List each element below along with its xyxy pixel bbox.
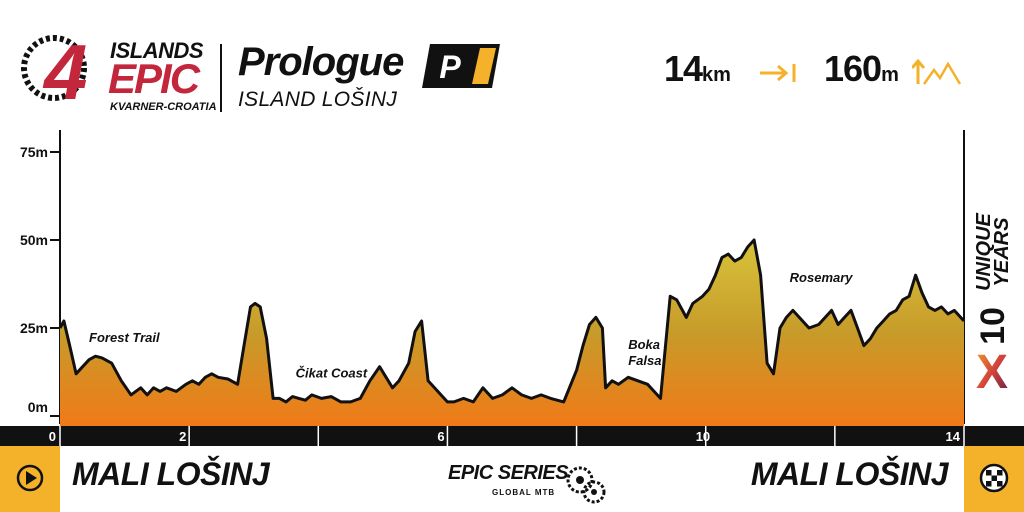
x-tick-label: 14 — [946, 429, 961, 444]
unique-text: UNIQUE — [973, 212, 995, 290]
ten-number: 10 — [974, 307, 1012, 345]
epic-series-title: EPIC SERIES — [448, 462, 569, 484]
section-label: Čikat Coast — [296, 365, 368, 380]
epic-series-logo: EPIC SERIES GLOBAL MTB — [448, 462, 608, 506]
y-tick-label: 75m — [20, 144, 48, 160]
y-tick-label: 25m — [20, 320, 48, 336]
section-label: Boka — [628, 337, 660, 352]
elevation-line — [58, 238, 966, 404]
section-label: Rosemary — [790, 270, 854, 285]
logo-islands-text: ISLANDS — [110, 38, 204, 63]
distance-bar — [0, 426, 1024, 446]
distance-stat: 14km — [664, 50, 731, 94]
stage-badge: P — [422, 44, 500, 88]
distance-value: 14 — [664, 48, 703, 89]
climb-unit: m — [881, 64, 899, 86]
distance-arrow-icon — [760, 64, 796, 82]
epic-series-subtitle: GLOBAL MTB — [492, 488, 556, 497]
islands-epic-logo: 4 ISLANDS EPIC KVARNER-CROATIA — [18, 28, 218, 118]
elevation-area — [60, 240, 964, 426]
play-icon — [16, 464, 44, 492]
y-tick-label: 50m — [20, 232, 48, 248]
elevation-chart: 0m 25m 50m 75m Forest Trail Čikat Coast BokaF… — [0, 130, 1024, 512]
stage-subtitle: ISLAND LOŠINJ — [238, 88, 398, 111]
x-tick-label: 6 — [437, 429, 444, 444]
x-mark-icon: X — [976, 346, 1008, 396]
climb-value: 160 — [824, 48, 882, 89]
logo-number: 4 — [44, 28, 88, 116]
logo-subtitle: KVARNER-CROATIA — [110, 101, 217, 113]
stage-badge-letter: P — [439, 49, 461, 85]
x-tick-label: 0 — [49, 429, 56, 444]
y-axis: 0m 25m 50m 75m — [20, 144, 60, 417]
logo-gear-icon — [21, 35, 87, 101]
header-divider — [220, 44, 222, 112]
bike-gear-icon — [566, 466, 606, 504]
checkered-flag-icon — [979, 463, 1009, 493]
logo-epic-text: EPIC — [108, 55, 200, 102]
x-axis: 0 2 6 10 14 — [49, 426, 965, 446]
distance-unit: km — [702, 64, 731, 86]
x-tick-label: 10 — [696, 429, 710, 444]
start-location: MALI LOŠINJ — [72, 456, 270, 492]
ten-unique-years-badge: UNIQUE YEARS 10 X — [973, 212, 1013, 396]
years-text: YEARS — [991, 217, 1013, 287]
y-tick-label: 0m — [28, 399, 48, 415]
climb-mountain-icon — [912, 58, 962, 85]
x-tick-label: 2 — [179, 429, 186, 444]
end-location: MALI LOŠINJ — [750, 456, 949, 492]
climb-stat: 160m — [824, 50, 899, 94]
section-label: Forest Trail — [89, 330, 160, 345]
section-label: Falsa — [628, 353, 661, 368]
stage-title: Prologue — [238, 40, 404, 84]
